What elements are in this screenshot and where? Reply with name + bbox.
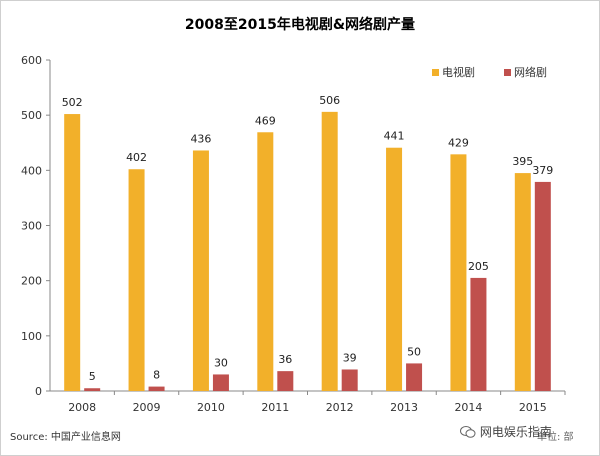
bar-web	[470, 277, 487, 391]
x-tick-label: 2011	[261, 401, 289, 414]
y-tick-label: 0	[35, 385, 42, 398]
x-tick-label: 2013	[390, 401, 418, 414]
bar-tv	[128, 169, 145, 391]
x-tick-label: 2012	[326, 401, 354, 414]
legend-label: 电视剧	[442, 65, 475, 79]
data-label-tv: 429	[448, 136, 469, 149]
data-label-web: 5	[89, 370, 96, 383]
bar-tv	[257, 132, 274, 392]
y-tick-label: 500	[21, 109, 42, 122]
chart-title: 2008至2015年电视剧&网络剧产量	[184, 17, 416, 33]
bar-web	[406, 363, 423, 391]
wechat-icon	[460, 426, 476, 438]
legend-swatch	[504, 69, 511, 76]
unit-note: 单位: 部	[537, 432, 574, 443]
legend-label: 网络剧	[514, 65, 547, 79]
source-note: Source: 中国产业信息网	[10, 432, 121, 443]
y-tick-label: 100	[21, 330, 42, 343]
bar-tv	[64, 114, 81, 392]
data-label-web: 379	[532, 164, 553, 177]
data-label-web: 50	[407, 345, 421, 358]
x-tick-label: 2010	[197, 401, 225, 414]
data-label-tv: 441	[384, 130, 405, 143]
watermark: 网电娱乐指南	[460, 423, 552, 440]
x-tick-label: 2008	[68, 401, 96, 414]
x-tick-label: 2015	[519, 401, 547, 414]
y-tick-label: 600	[21, 54, 42, 67]
bar-tv	[192, 150, 209, 391]
bar-web	[84, 388, 101, 391]
y-tick-label: 200	[21, 275, 42, 288]
bar-tv	[386, 147, 403, 391]
bar-web	[212, 374, 229, 391]
legend-swatch	[432, 69, 439, 76]
data-label-web: 8	[153, 369, 160, 382]
bar-web	[534, 181, 551, 391]
data-label-web: 39	[343, 351, 357, 364]
data-label-tv: 395	[512, 155, 533, 168]
bar-web	[341, 369, 358, 391]
x-tick-label: 2014	[454, 401, 482, 414]
watermark-text: 网电娱乐指南	[479, 425, 552, 439]
bar-web	[277, 371, 294, 391]
data-label-tv: 502	[62, 96, 83, 109]
data-label-web: 30	[214, 356, 228, 369]
bar-tv	[450, 154, 467, 391]
bar-web	[148, 386, 165, 391]
bar-tv	[514, 173, 531, 391]
bar-tv	[321, 111, 338, 392]
data-label-tv: 402	[126, 151, 147, 164]
x-tick-label: 2009	[133, 401, 161, 414]
data-label-tv: 436	[190, 132, 211, 145]
data-label-web: 205	[468, 260, 489, 273]
y-tick-label: 300	[21, 220, 42, 233]
data-label-web: 36	[278, 353, 292, 366]
data-label-tv: 506	[319, 94, 340, 107]
y-tick-label: 400	[21, 164, 42, 177]
data-label-tv: 469	[255, 114, 276, 127]
